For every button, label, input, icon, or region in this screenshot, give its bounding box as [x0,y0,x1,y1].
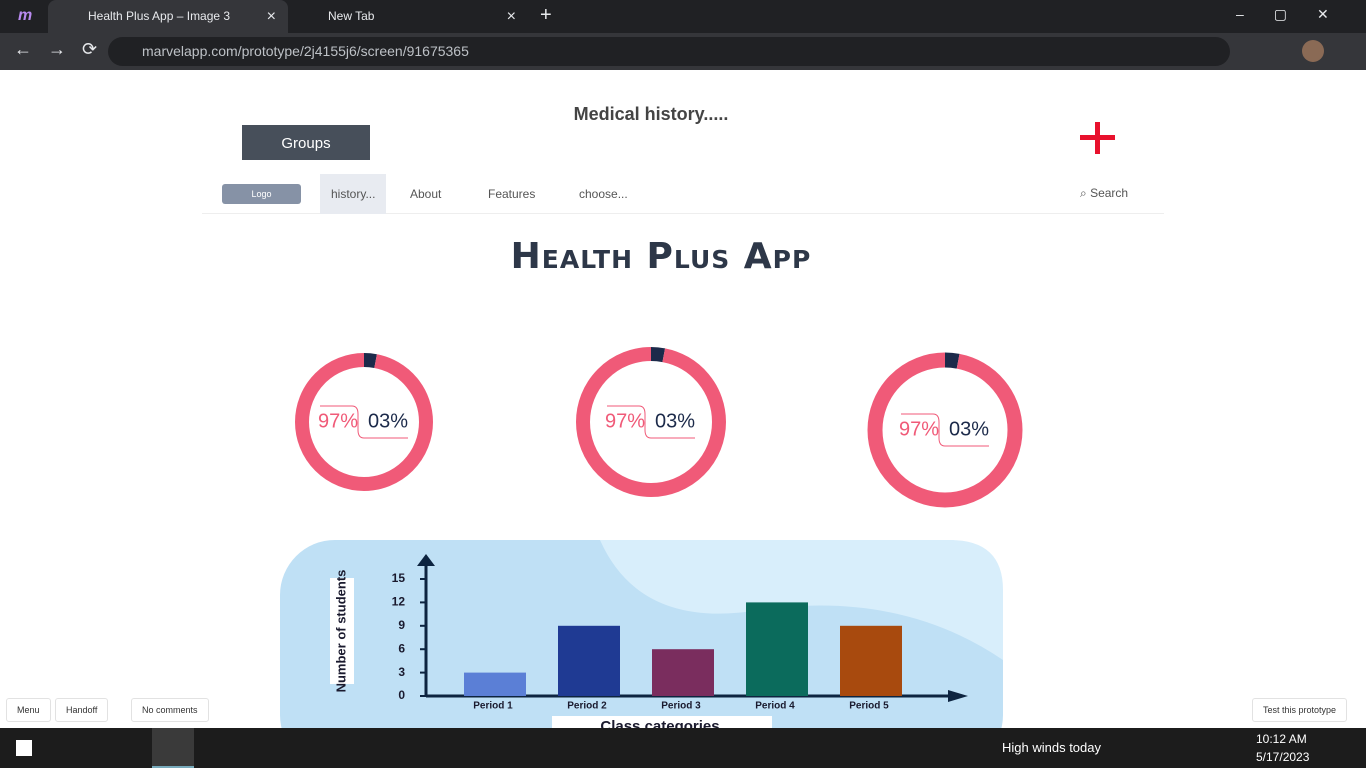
app-title: Health Plus App [510,236,812,277]
bar [464,672,526,696]
value-label: 97% [318,410,358,432]
x-tick-label: Period 4 [755,701,795,712]
nav-item[interactable]: history... [331,187,376,201]
value-label: 03% [655,410,695,432]
plus-v [1095,122,1100,154]
footer-button[interactable]: Menu [6,698,51,722]
y-tick-label: 0 [398,688,405,702]
url: marvelapp.com/prototype/2j4155j6/screen/… [142,43,469,59]
donut-segment [867,352,1023,508]
chart-blob [600,540,1003,660]
x-tick-label: Period 1 [473,701,513,712]
tab-strip: m Health Plus App – Image 3 × New Tab × + … [0,0,1366,33]
nav-active [320,174,386,214]
tab[interactable]: New Tab × [328,8,516,25]
label-bracket [901,413,989,447]
x-tick-label: Period 5 [849,701,889,712]
nav-buttons[interactable]: ←→⟳ [14,39,114,59]
x-tick-label: Period 2 [567,701,607,712]
donut-segment [295,353,433,491]
nav-item[interactable]: About [410,187,442,201]
y-tick-label: 3 [398,665,405,679]
search-label: Search [1090,186,1129,200]
chrome-taskbar[interactable] [152,728,194,768]
y-tick-label: 15 [392,571,406,585]
nav-divider [202,213,1164,214]
search[interactable]: ⌕ Search [1080,186,1129,200]
label-bracket [607,405,695,439]
profile[interactable] [1302,40,1324,62]
address-bar[interactable]: marvelapp.com/prototype/2j4155j6/screen/… [108,37,1230,66]
tab[interactable]: Health Plus App – Image 3 × [48,0,288,33]
page: Medical history..... Groups Logo history… [0,70,1366,728]
footer-button[interactable]: No comments [131,698,209,722]
footer-button[interactable]: Handoff [55,698,109,722]
nav-item[interactable]: choose... [579,187,628,201]
logo[interactable]: Logo [222,184,301,204]
weather[interactable]: High winds today [1002,740,1101,755]
nav-item[interactable]: Features [488,187,536,201]
page-title: Medical history..... [573,104,729,124]
new-tab[interactable]: + [540,4,552,26]
ylabel-bg [330,578,354,684]
time[interactable]: 10:12 AM [1256,732,1307,746]
value-label: 97% [899,418,939,440]
bar [746,602,808,696]
label-bracket [320,405,408,439]
groups-button[interactable]: Groups [242,125,370,160]
xlabel-bg [552,716,772,728]
bar [558,625,620,696]
y-arrow [417,554,435,566]
charts: 97% 03% 97% 03% 97% 03% 0 3 6 9 12 15 Period 1 Period… [280,347,1023,728]
toolbar: ←→⟳ marvelapp.com/prototype/2j4155j6/scr… [0,33,1366,70]
bar [652,649,714,696]
tab-title: New Tab [328,9,375,23]
footer-button[interactable]: Test this prototype [1252,698,1348,722]
y-axis-label: Number of students [333,570,348,693]
x-tick-label: Period 3 [661,701,701,712]
y-tick-label: 9 [398,618,405,632]
date[interactable]: 5/17/2023 [1256,750,1310,764]
value-label: 97% [605,410,645,432]
app-icon[interactable]: m [18,7,33,24]
start[interactable] [16,740,32,756]
y-tick-label: 12 [392,595,406,609]
x-arrow [948,690,968,702]
value-label: 03% [368,410,408,432]
value-label: 03% [949,418,989,440]
tab-title: Health Plus App – Image 3 [88,9,231,23]
bar [840,625,902,696]
window-controls[interactable]: –▢✕ [1236,6,1359,22]
y-tick-label: 6 [398,641,405,655]
donut-segment [576,347,726,497]
x-axis-label: Class categories [600,718,719,728]
taskbar: High winds today 10:12 AM 5/17/2023 [0,728,1366,768]
